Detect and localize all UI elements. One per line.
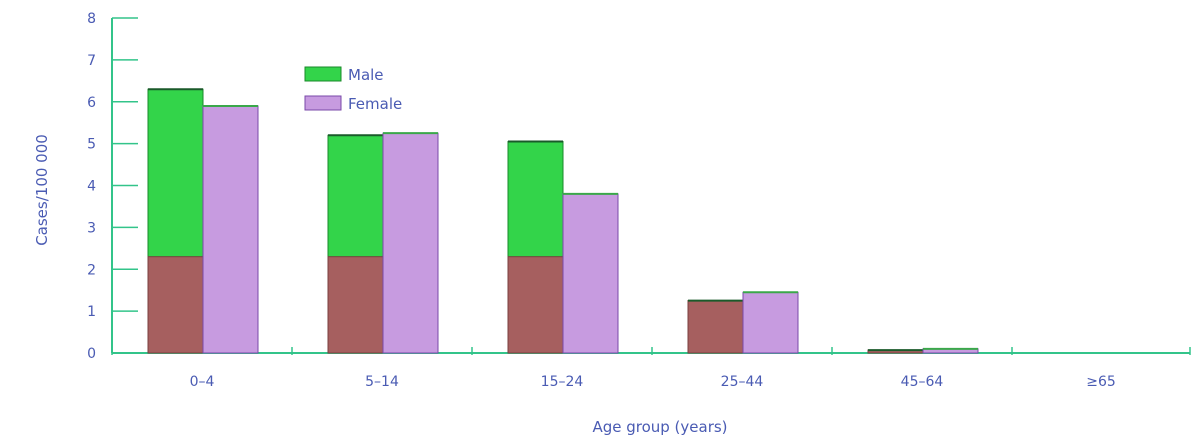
- bar-female: [202, 104, 259, 354]
- bar-lower-segment: [507, 256, 564, 354]
- bar-female: [382, 132, 439, 354]
- y-tick-label: 4: [87, 179, 96, 195]
- legend-swatch-male: [304, 66, 342, 82]
- bar-male: [867, 349, 924, 354]
- y-tick-label: 0: [87, 346, 96, 362]
- y-tick-label: 2: [87, 262, 96, 278]
- bar-male: [507, 140, 564, 354]
- y-tick-label: 1: [87, 304, 96, 320]
- legend: Male Female: [304, 66, 402, 113]
- x-axis: 0–4 5–14 15–24 25–44 45–64 ≥65: [111, 347, 1191, 390]
- x-tick-label: 45–64: [901, 374, 944, 390]
- bars: [147, 88, 979, 354]
- y-tick-label: 6: [87, 95, 96, 111]
- y-axis: 0 1 2 3 4 5 6 7 8: [87, 11, 138, 362]
- x-tick-label: 5–14: [365, 374, 399, 390]
- bar-rect: [382, 132, 439, 354]
- legend-swatch-female: [304, 95, 342, 111]
- bar-lower-segment: [327, 256, 384, 354]
- x-tick-label: 0–4: [190, 374, 215, 390]
- bar-rect: [742, 291, 799, 354]
- legend-label-male: Male: [348, 66, 384, 84]
- bar-female: [922, 347, 979, 354]
- bar-female: [742, 291, 799, 354]
- y-axis-title: Cases/100 000: [33, 134, 51, 246]
- bar-rect: [562, 193, 619, 354]
- bar-male: [687, 299, 744, 354]
- legend-label-female: Female: [348, 95, 402, 113]
- y-tick-label: 8: [87, 11, 96, 27]
- bar-lower-segment: [687, 300, 744, 354]
- x-tick-label: ≥65: [1086, 374, 1116, 390]
- bar-male: [147, 88, 204, 354]
- bar-male: [327, 134, 384, 354]
- y-tick-label: 3: [87, 220, 96, 236]
- bar-rect: [202, 105, 259, 354]
- x-tick-label: 15–24: [541, 374, 584, 390]
- y-tick-label: 7: [87, 53, 96, 69]
- y-tick-label: 5: [87, 137, 96, 153]
- x-tick-label: 25–44: [721, 374, 764, 390]
- bar-lower-segment: [147, 256, 204, 354]
- x-axis-title: Age group (years): [592, 418, 727, 436]
- bar-female: [562, 192, 619, 354]
